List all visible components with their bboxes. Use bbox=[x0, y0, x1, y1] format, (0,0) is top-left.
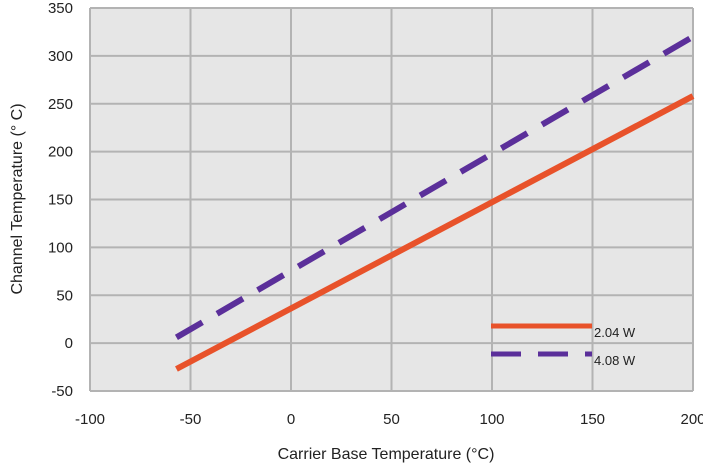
x-tick-label-1: -50 bbox=[180, 411, 202, 428]
x-tick-label-0: -100 bbox=[75, 411, 105, 428]
x-tick-labels: -100 -50 0 50 100 150 200 bbox=[75, 411, 703, 428]
y-tick-label-4: 150 bbox=[48, 192, 73, 209]
x-axis-label: Carrier Base Temperature (°C) bbox=[278, 446, 495, 463]
x-tick-label-3: 50 bbox=[383, 411, 400, 428]
series-line-1 bbox=[175, 93, 695, 372]
y-tick-label-2: 50 bbox=[56, 287, 73, 304]
grid-lines bbox=[89, 7, 694, 392]
y-tick-labels: -50 0 50 100 150 200 250 300 350 bbox=[48, 0, 73, 400]
x-tick-label-2: 0 bbox=[287, 411, 295, 428]
series-line-2 bbox=[174, 34, 695, 340]
y-tick-label-1: 0 bbox=[65, 335, 73, 352]
y-tick-label-8: 350 bbox=[48, 0, 73, 17]
legend-label-1: 2.04 W bbox=[594, 325, 636, 340]
y-tick-label-6: 250 bbox=[48, 96, 73, 113]
y-tick-label-3: 100 bbox=[48, 239, 73, 256]
x-tick-label-6: 200 bbox=[680, 411, 703, 428]
x-tick-label-5: 150 bbox=[580, 411, 605, 428]
y-tick-label-0: -50 bbox=[51, 383, 73, 400]
y-tick-label-7: 300 bbox=[48, 48, 73, 65]
y-axis-label: Channel Temperature (° C) bbox=[9, 103, 26, 294]
legend: 2.04 W 4.08 W bbox=[491, 323, 636, 368]
y-tick-label-5: 200 bbox=[48, 144, 73, 161]
series-lines bbox=[174, 34, 695, 372]
x-tick-label-4: 100 bbox=[479, 411, 504, 428]
legend-label-2: 4.08 W bbox=[594, 353, 636, 368]
